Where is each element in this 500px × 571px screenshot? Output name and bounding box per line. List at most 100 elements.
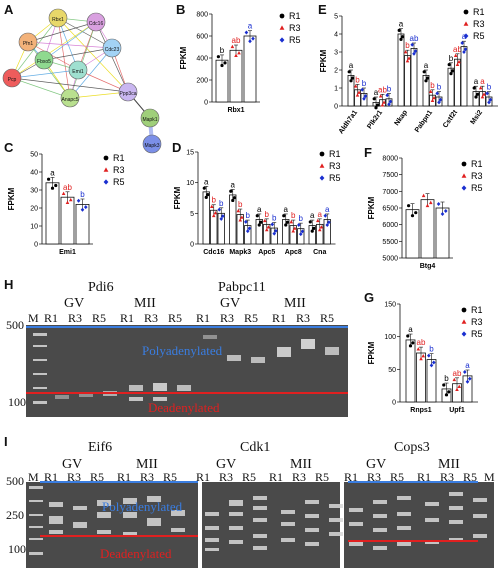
bar-rnps1-r3 <box>416 352 426 403</box>
data-point <box>372 97 376 101</box>
data-point <box>291 229 296 233</box>
legend-label: R1 <box>329 149 341 159</box>
gel-i-lane-label: R5 <box>463 470 478 484</box>
gel-band <box>49 516 63 524</box>
network-edge <box>69 47 113 99</box>
gel-i-lane-label: R5 <box>242 470 257 484</box>
data-point <box>83 205 88 210</box>
chart-f-btg4: 5000 5500 6000 6500 7000 7500 8000 FPKM Btg4 R1 R3… <box>367 156 483 271</box>
significance-letter: b <box>220 46 225 55</box>
network-node-label: Rbx1 <box>52 17 64 23</box>
gel-h-gene-pdi6: Pdi6 <box>88 280 114 295</box>
data-point <box>317 227 322 232</box>
data-point <box>244 219 248 224</box>
x-tick-label: Cstf2t <box>442 109 459 130</box>
panel-letter-h: H <box>4 277 14 292</box>
significance-letter: ab <box>410 34 419 43</box>
data-point <box>452 377 457 382</box>
gel-i-gene-cops3: Cops3 <box>394 440 430 455</box>
gel-band <box>33 373 47 375</box>
significance-letter: a <box>480 77 485 86</box>
y-tick-label: 0 <box>204 100 208 107</box>
bar-mapk3-r1 <box>229 194 237 245</box>
network-edge <box>57 17 129 93</box>
significance-letter: b <box>80 190 85 199</box>
gel-band <box>349 508 363 512</box>
network-node-rbx1 <box>48 8 68 28</box>
legend-label: R1 <box>289 11 301 21</box>
legend-marker <box>461 173 467 178</box>
gel-band <box>373 514 387 518</box>
data-point <box>422 70 426 74</box>
data-point <box>362 96 366 101</box>
network-edge <box>11 77 71 99</box>
y-tick-label: 7500 <box>382 172 398 179</box>
significance-letter: a <box>408 325 413 334</box>
data-point <box>298 232 303 237</box>
data-point <box>414 211 418 215</box>
bar-btg4-r3 <box>420 199 435 259</box>
gel-band <box>33 387 47 389</box>
data-point <box>319 225 324 229</box>
data-point <box>251 36 255 41</box>
gel-i-bands <box>29 486 487 555</box>
legend-label: R5 <box>289 35 301 45</box>
gel-i-lane-label: R1 <box>417 470 432 484</box>
y-tick-label: 50 <box>388 367 396 374</box>
data-point <box>65 200 70 204</box>
gel-band <box>281 510 295 514</box>
gel-i-ladder-250: 250 <box>6 508 24 522</box>
legend-marker <box>463 9 469 15</box>
gel-band <box>449 520 463 524</box>
gel-h-lane-label: R3 <box>296 311 311 325</box>
x-tick-label: Pabpn1 <box>414 109 434 134</box>
gel-h-ladder-100: 100 <box>8 395 26 409</box>
data-point <box>248 39 252 44</box>
panel-letter-a: A <box>4 2 14 17</box>
network-node-mapk1 <box>140 108 160 128</box>
data-point <box>220 63 224 68</box>
significance-letter: b <box>487 83 492 92</box>
network-node-label: Mapk1 <box>142 117 157 123</box>
data-point <box>406 334 410 338</box>
significance-letter: a <box>374 88 379 97</box>
y-tick-label: 600 <box>196 34 208 41</box>
gel-h-lane-label: R1 <box>196 311 211 325</box>
significance-letter: b <box>246 211 251 220</box>
gel-band <box>305 514 319 518</box>
gel-band <box>473 498 487 502</box>
network-node-label: Pcp <box>8 77 17 83</box>
protein-interaction-network: Rbx1 Cdc16 Pfn1 Cdc23 Fbxo5 Emi1 Anapc5 Pcp Ppp3… <box>2 8 162 154</box>
gel-band <box>397 542 411 546</box>
gel-i-marker-label: M <box>28 470 39 484</box>
gel-h-group-mii-1: MII <box>134 296 156 311</box>
gel-h-ladder-500: 500 <box>6 318 24 332</box>
data-point <box>449 72 453 76</box>
gel-band <box>229 500 243 506</box>
gel-i-lane-label: R3 <box>440 470 455 484</box>
significance-letter: a <box>474 77 479 86</box>
data-point <box>431 360 436 365</box>
significance-letter: b <box>212 196 217 205</box>
gel-h-bands <box>33 333 339 404</box>
gel-band <box>171 528 185 532</box>
gel-band <box>425 540 439 544</box>
network-node-label: Ppp3ca <box>120 91 137 97</box>
gel-band <box>229 540 243 544</box>
data-point <box>355 93 360 97</box>
data-point <box>421 193 426 198</box>
gel-band <box>153 383 167 391</box>
data-point <box>347 70 351 74</box>
y-tick-label: 20 <box>30 206 38 213</box>
gel-i-image-3 <box>344 482 494 568</box>
gel-band <box>203 335 217 339</box>
data-point <box>397 28 401 32</box>
data-point <box>453 53 458 57</box>
network-edge <box>57 17 113 49</box>
gel-i-lane-label: R5 <box>163 470 178 484</box>
data-point <box>61 191 66 195</box>
x-tick-label: Apc5 <box>258 249 275 256</box>
gel-band <box>373 528 387 532</box>
significance-letter: ab <box>378 85 387 94</box>
gel-i-lane-label: R1 <box>269 470 284 484</box>
